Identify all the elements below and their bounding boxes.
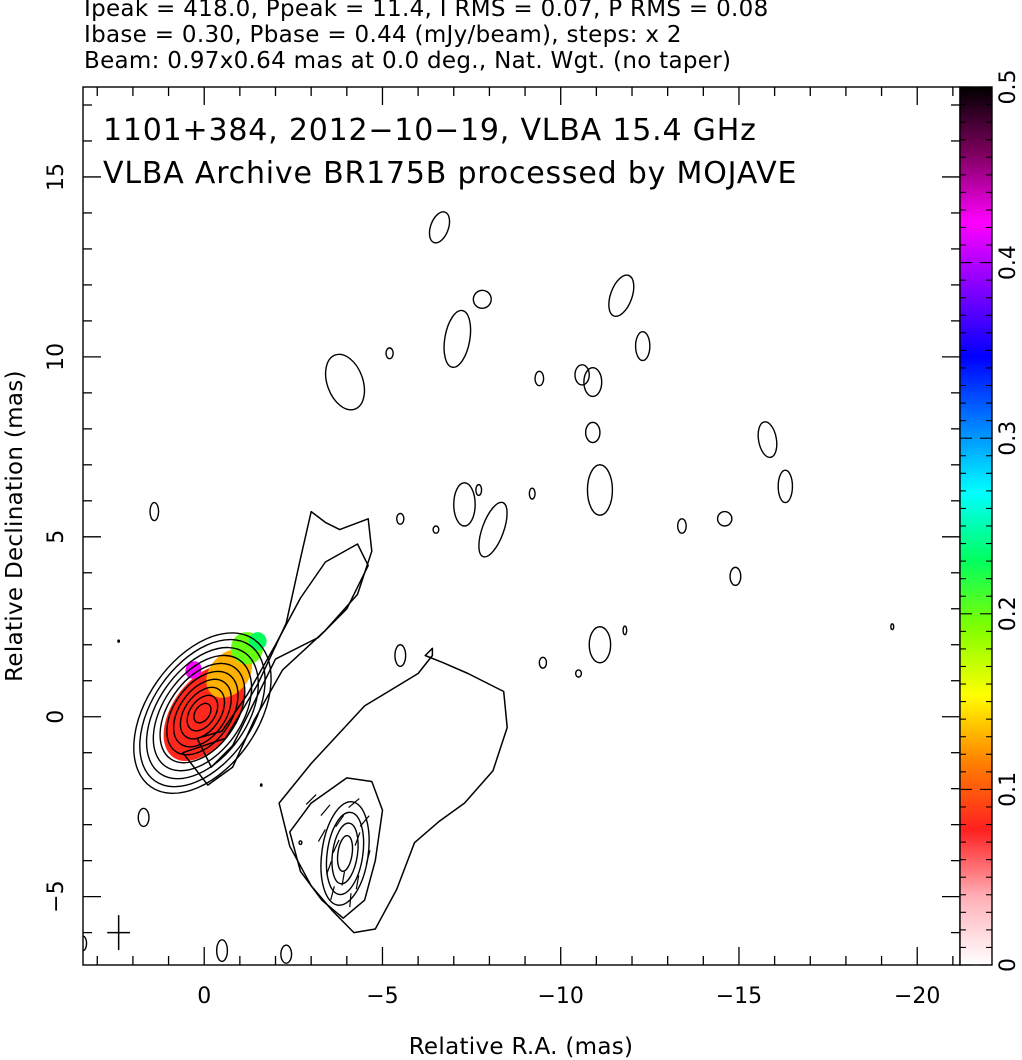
polarization-vector: [335, 814, 345, 828]
noise-contour: [472, 289, 492, 309]
polarization-vector: [349, 893, 352, 908]
noise-contour: [83, 935, 88, 952]
noise-contour: [117, 639, 121, 643]
noise-contour: [443, 309, 472, 369]
polarization-vector: [341, 871, 346, 886]
core-contour: [133, 632, 272, 795]
plot-area: [83, 211, 895, 964]
intensity-contour: [278, 647, 508, 934]
axis-ticks: 0 −5 −10 −15 −20 −5 0 5 10 15: [44, 87, 960, 1009]
noise-contour: [394, 644, 407, 668]
component-contour: [336, 834, 354, 872]
x-tick-label: −5: [366, 984, 398, 1009]
colorbar-tick-label: 0: [996, 958, 1021, 972]
noise-contour: [583, 366, 603, 398]
polarization-vector: [326, 861, 332, 875]
noise-contour: [149, 501, 160, 522]
noise-contour: [676, 518, 687, 534]
polarization-vector: [355, 875, 360, 890]
polarization-vector: [332, 839, 340, 853]
noise-contour: [622, 625, 628, 636]
y-tick-label: 10: [44, 343, 69, 371]
colorbar-tick-label: 0.2: [996, 596, 1021, 631]
core-contour: [193, 702, 212, 724]
core-contour: [172, 678, 232, 748]
colorbar-tick-label: 0.4: [996, 245, 1021, 280]
noise-contour: [538, 656, 548, 669]
core-contour: [179, 686, 226, 740]
x-axis-label: Relative R.A. (mas): [409, 1034, 634, 1060]
y-tick-label: 0: [44, 710, 69, 724]
y-tick-label: −5: [44, 880, 69, 912]
plot-title-line-1: 1101+384, 2012−10−19, VLBA 15.4 GHz: [103, 113, 757, 148]
component-contour: [331, 822, 359, 885]
colorbar-tick-label: 0.1: [996, 772, 1021, 807]
noise-contour: [453, 482, 476, 527]
noise-contour: [396, 512, 405, 525]
polarization-color-blob: [248, 632, 267, 651]
colorbar-ticks: 0 0.1 0.2 0.3 0.4 0.5: [960, 70, 1021, 972]
noise-contour: [298, 840, 303, 846]
header-line-3: Beam: 0.97x0.64 mas at 0.0 deg., Nat. Wg…: [84, 48, 732, 74]
noise-contour: [137, 807, 150, 828]
polarization-vector: [330, 886, 335, 900]
noise-contour: [890, 623, 895, 631]
core-contour: [186, 694, 219, 732]
polarization-vector: [359, 815, 370, 827]
polarization-vector: [317, 829, 326, 842]
noise-contour: [574, 669, 583, 678]
header-line-2: Ibase = 0.30, Pbase = 0.44 (mJy/beam), s…: [84, 22, 682, 48]
polarization-vector: [320, 804, 331, 817]
noise-contour: [259, 783, 263, 787]
noise-contour: [716, 510, 733, 527]
noise-contour: [729, 566, 742, 587]
plot-title-line-2: VLBA Archive BR175B processed by MOJAVE: [103, 156, 797, 191]
noise-contour: [428, 211, 451, 244]
noise-contour: [385, 347, 394, 360]
intensity-contour: [196, 543, 369, 768]
noise-contour: [280, 944, 293, 964]
polarization-vector: [354, 832, 361, 846]
noise-contour: [584, 421, 601, 444]
header-line-1: Ipeak = 418.0, Ppeak = 11.4, I RMS = 0.0…: [84, 0, 769, 22]
noise-contour: [757, 421, 778, 459]
y-axis-label: Relative Declination (mas): [2, 370, 28, 682]
intensity-contour: [289, 777, 384, 919]
noise-contour: [777, 469, 794, 504]
x-tick-label: −20: [894, 984, 940, 1009]
noise-contour: [634, 330, 651, 362]
noise-contour: [528, 487, 536, 500]
noise-contour: [432, 525, 440, 534]
noise-contour: [475, 483, 483, 497]
polarization-vector: [305, 794, 317, 805]
noise-contour: [586, 464, 614, 516]
core-contour: [152, 654, 253, 772]
colorbar-tick-label: 0.5: [996, 70, 1021, 105]
core-contour: [139, 638, 266, 788]
noise-contour: [478, 501, 508, 558]
noise-contour: [574, 364, 590, 386]
core-contour: [166, 670, 239, 756]
core-contour: [145, 646, 260, 780]
polarization-vector: [348, 798, 360, 809]
y-tick-label: 15: [44, 163, 69, 191]
noise-contour: [588, 626, 612, 664]
colorbar-tick-label: 0.3: [996, 421, 1021, 456]
x-tick-label: 0: [197, 984, 211, 1009]
polarization-vector: [365, 850, 371, 864]
x-tick-label: −10: [537, 984, 583, 1009]
x-tick-label: −15: [716, 984, 762, 1009]
noise-contour: [608, 274, 635, 318]
plot-frame: [82, 86, 961, 966]
core-contour: [159, 662, 246, 764]
component-contour: [325, 811, 365, 896]
y-tick-label: 5: [44, 530, 69, 544]
polarization-color-blob: [185, 661, 202, 679]
noise-contour: [534, 370, 545, 387]
noise-contour: [324, 353, 366, 411]
noise-contour: [215, 939, 229, 963]
